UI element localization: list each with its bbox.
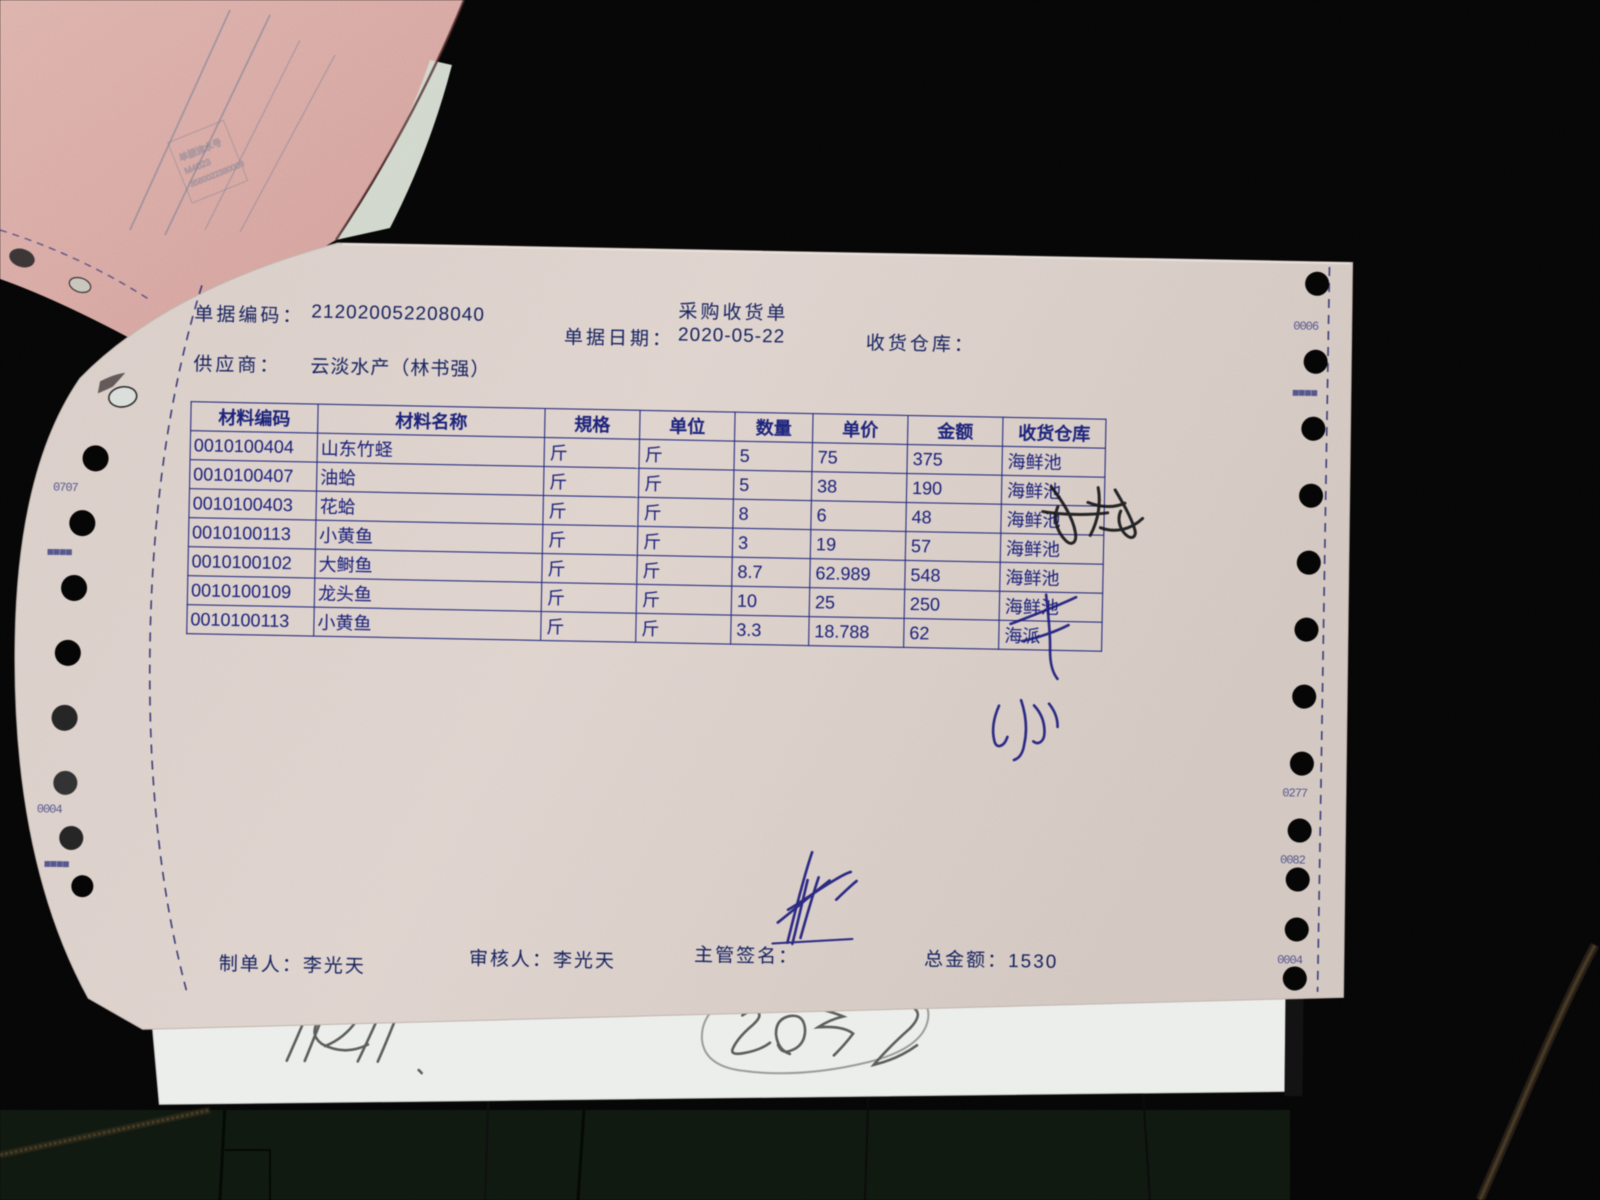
svg-text:■■■■: ■■■■ [44,857,70,871]
svg-text:0082: 0082 [1280,853,1306,867]
svg-text:0004: 0004 [37,802,63,816]
svg-text:■■■■: ■■■■ [1292,386,1318,400]
svg-text:■■■■: ■■■■ [47,545,73,559]
svg-text:0277: 0277 [1282,786,1308,800]
svg-text:0707: 0707 [53,481,79,495]
svg-text:0004: 0004 [1277,953,1303,967]
svg-text:0006: 0006 [1293,319,1319,333]
